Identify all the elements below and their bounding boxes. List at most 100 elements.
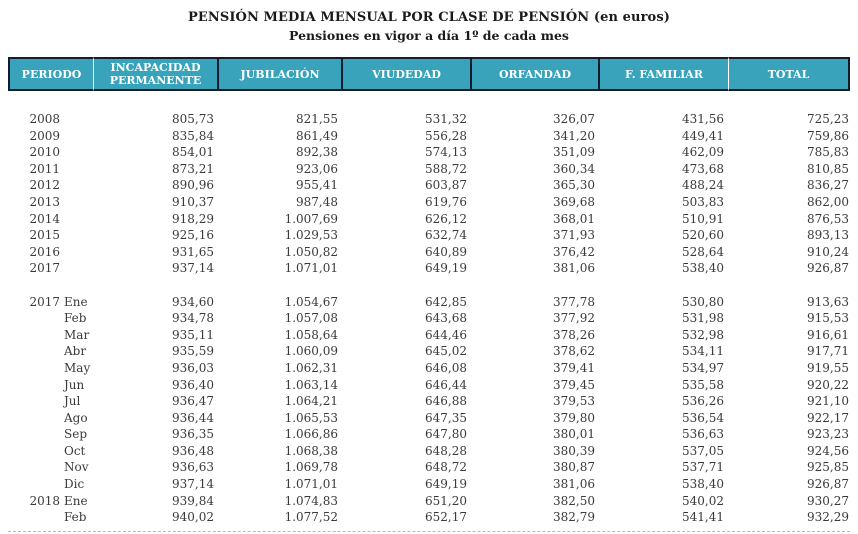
period-cell: 2017 [8, 260, 94, 277]
value-cell: 534,11 [682, 344, 724, 359]
value-cell: 449,41 [682, 128, 724, 143]
period-month: Feb [64, 510, 87, 525]
value-cell: 923,23 [807, 427, 849, 442]
value-cell: 937,14 [172, 477, 214, 492]
value-cell: 805,73 [172, 112, 214, 126]
value-cell: 534,97 [682, 360, 724, 375]
value-cell: 934,60 [172, 294, 214, 309]
period-cell: 2012 [8, 177, 94, 194]
value-cell: 1.066,86 [284, 427, 338, 442]
table-row: Abr 935,59 1.060,09 645,02 378,62 534,11 917,7… [8, 343, 850, 360]
value-cell: 1.074,83 [284, 493, 338, 508]
period-cell: Dic [8, 476, 94, 493]
value-cell: 936,35 [172, 427, 214, 442]
value-cell: 936,63 [172, 460, 214, 475]
value-cell: 380,01 [553, 427, 595, 442]
value-cell: 379,41 [553, 360, 595, 375]
table-row: Sep 936,35 1.066,86 647,80 380,01 536,63 923,2… [8, 426, 850, 443]
period-month: Jun [64, 377, 85, 392]
report-header: PENSIÓN MEDIA MENSUAL POR CLASE DE PENSI… [0, 0, 858, 44]
spacer-cell [8, 277, 850, 294]
value-cell: 538,40 [682, 261, 724, 276]
value-cell: 648,28 [425, 443, 467, 458]
value-cell: 532,98 [682, 327, 724, 342]
value-cell: 931,65 [172, 244, 214, 259]
table-row: Nov 936,63 1.069,78 648,72 380,87 537,71 925,8… [8, 459, 850, 476]
value-cell: 536,26 [682, 394, 724, 409]
value-cell: 1.029,53 [284, 228, 338, 243]
value-cell: 1.065,53 [284, 410, 338, 425]
column-header-incapacidad-permanente: INCAPACIDAD PERMANENTE [94, 57, 219, 91]
value-cell: 854,01 [172, 145, 214, 160]
value-cell: 360,34 [553, 161, 595, 176]
period-cell: Feb [8, 310, 94, 327]
period-year: 2014 [29, 211, 60, 226]
value-cell: 922,17 [807, 410, 849, 425]
period-year: 2017 [29, 294, 60, 309]
period-month: Feb [64, 311, 87, 326]
value-cell: 528,64 [682, 244, 724, 259]
value-cell: 520,60 [682, 228, 724, 243]
period-cell: 2017 Ene [8, 294, 94, 311]
value-cell: 810,85 [807, 161, 849, 176]
table-row: May 936,03 1.062,31 646,08 379,41 534,97 919,5… [8, 360, 850, 377]
value-cell: 381,06 [553, 261, 595, 276]
value-cell: 1.063,14 [284, 377, 338, 392]
value-cell: 725,23 [807, 112, 849, 126]
value-cell: 431,56 [682, 112, 724, 126]
value-cell: 510,91 [682, 211, 724, 226]
value-cell: 626,12 [425, 211, 467, 226]
value-cell: 642,85 [425, 294, 467, 309]
period-cell: May [8, 360, 94, 377]
value-cell: 541,41 [682, 510, 724, 525]
period-cell: Oct [8, 443, 94, 460]
value-cell: 934,78 [172, 311, 214, 326]
period-month: Sep [64, 427, 88, 442]
period-cell: 2016 [8, 244, 94, 261]
value-cell: 918,29 [172, 211, 214, 226]
table-row: Feb 934,78 1.057,08 643,68 377,92 531,98 915,5… [8, 310, 850, 327]
period-month: Ene [64, 294, 88, 309]
table-row: 2017 937,14 1.071,01 649,19 381,06 538,40 926,… [8, 260, 850, 277]
period-month: Jul [64, 394, 81, 409]
value-cell: 531,98 [682, 311, 724, 326]
value-cell: 378,62 [553, 344, 595, 359]
value-cell: 640,89 [425, 244, 467, 259]
value-cell: 647,80 [425, 427, 467, 442]
value-cell: 377,78 [553, 294, 595, 309]
value-cell: 379,53 [553, 394, 595, 409]
period-cell: Ago [8, 410, 94, 427]
value-cell: 987,48 [296, 194, 338, 209]
value-cell: 649,19 [425, 477, 467, 492]
value-cell: 1.057,08 [284, 311, 338, 326]
value-cell: 913,63 [807, 294, 849, 309]
value-cell: 936,44 [172, 410, 214, 425]
period-cell: 2011 [8, 161, 94, 178]
table-row: 2013 910,37 987,48 619,76 369,68 503,83 862,00 [8, 194, 850, 211]
value-cell: 649,19 [425, 261, 467, 276]
value-cell: 588,72 [425, 161, 467, 176]
value-cell: 1.068,38 [284, 443, 338, 458]
table-row: 2011 873,21 923,06 588,72 360,34 473,68 810,85 [8, 161, 850, 178]
value-cell: 540,02 [682, 493, 724, 508]
value-cell: 365,30 [553, 178, 595, 193]
column-header-total: TOTAL [729, 57, 850, 91]
period-cell: Jun [8, 377, 94, 394]
period-year: 2013 [29, 194, 60, 209]
table-row: Mar 935,11 1.058,64 644,46 378,26 532,98 916,6… [8, 327, 850, 344]
value-cell: 925,85 [807, 460, 849, 475]
value-cell: 939,84 [172, 493, 214, 508]
value-cell: 341,20 [553, 128, 595, 143]
value-cell: 1.077,52 [284, 510, 338, 525]
value-cell: 574,13 [425, 145, 467, 160]
column-header-orfandad: ORFANDAD [472, 57, 600, 91]
period-year: 2011 [29, 161, 60, 176]
value-cell: 935,11 [172, 327, 214, 342]
value-cell: 935,59 [172, 344, 214, 359]
value-cell: 377,92 [553, 311, 595, 326]
table-body: 2008 805,73 821,55 531,32 326,07 431,56 725,23… [8, 91, 850, 526]
value-cell: 955,41 [296, 178, 338, 193]
value-cell: 651,20 [425, 493, 467, 508]
value-cell: 1.062,31 [284, 360, 338, 375]
value-cell: 556,28 [425, 128, 467, 143]
